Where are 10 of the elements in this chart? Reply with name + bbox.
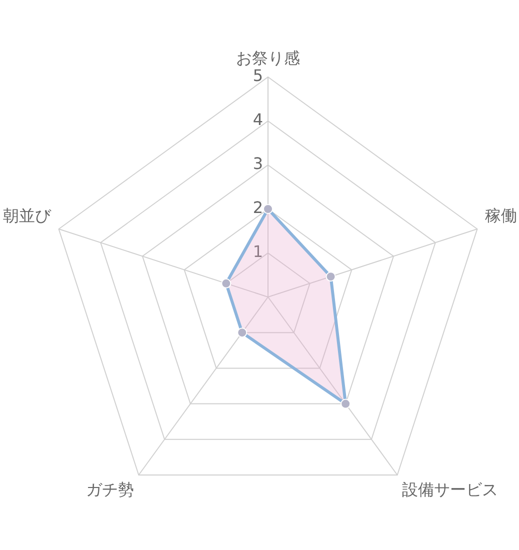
spoke-label: 朝並び [3, 206, 52, 226]
spoke-label: お祭り感 [236, 48, 300, 68]
spoke-label: ガチ勢 [86, 480, 134, 500]
y-tick-label: 5 [252, 66, 263, 86]
y-tick-label: 3 [252, 154, 263, 174]
spoke-label: 稼働 [484, 206, 517, 226]
y-tick-label: 1 [252, 242, 263, 262]
y-tick-label: 2 [252, 198, 263, 218]
spoke-label: 設備サービス [402, 480, 498, 500]
y-tick-label: 4 [252, 110, 263, 130]
